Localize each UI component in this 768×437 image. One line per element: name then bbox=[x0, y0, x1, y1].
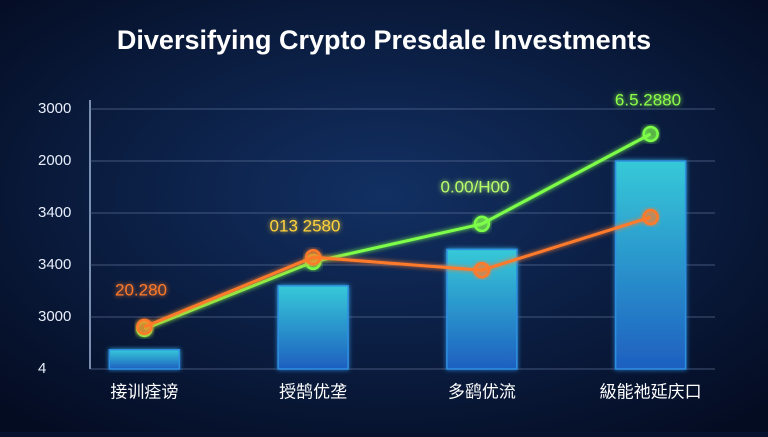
line bbox=[143, 132, 652, 331]
bar bbox=[614, 160, 687, 370]
marker bbox=[642, 125, 659, 143]
marker bbox=[473, 261, 491, 279]
x-tick-label: 多鹞优流 bbox=[448, 382, 516, 401]
y-tick-label: 3400 bbox=[38, 204, 71, 221]
y-tick-label: 3400 bbox=[38, 256, 71, 273]
marker bbox=[136, 318, 153, 336]
y-tick-label: 3000 bbox=[38, 100, 71, 117]
annotation: 013 2580 bbox=[270, 216, 341, 235]
marker bbox=[304, 248, 322, 266]
annotation: 20.280 bbox=[115, 280, 167, 299]
y-tick-label: 3000 bbox=[38, 308, 71, 325]
marker bbox=[642, 208, 659, 226]
line bbox=[143, 215, 652, 329]
marker bbox=[473, 215, 491, 233]
y-tick-label: 2000 bbox=[38, 152, 71, 169]
x-tick-label: 接训痊谤 bbox=[110, 382, 178, 401]
chart-title: Diversifying Crypto Presdale Investments bbox=[117, 25, 651, 55]
bar bbox=[277, 285, 349, 370]
annotation: 6.5.2880 bbox=[615, 90, 681, 109]
x-tick-label: 級能祂延庆口 bbox=[600, 382, 702, 401]
x-tick-label: 授鹄优垄 bbox=[279, 382, 347, 401]
annotation: 0.00/H00 bbox=[441, 177, 510, 196]
y-tick-label: 4 bbox=[38, 360, 46, 377]
bar bbox=[108, 349, 181, 370]
